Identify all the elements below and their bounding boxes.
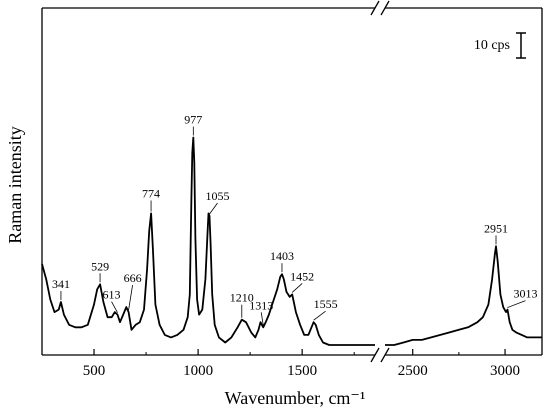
- peak-label-341: 341: [52, 277, 70, 291]
- peak-label-1055: 1055: [206, 189, 230, 203]
- peak-label-1555: 1555: [314, 297, 338, 311]
- spectrum-line-right: [385, 245, 542, 346]
- peak-label-2951: 2951: [484, 221, 508, 235]
- scale-bar: 10 cps: [474, 32, 526, 59]
- peak-label-774: 774: [142, 186, 160, 200]
- peak-leader-666: [128, 285, 133, 311]
- peak-label-1403: 1403: [270, 249, 294, 263]
- peak-label-613: 613: [103, 288, 121, 302]
- x-axis-title: Wavenumber, cm⁻¹: [225, 388, 366, 408]
- peak-label-1452: 1452: [290, 269, 314, 283]
- peak-label-529: 529: [91, 259, 109, 273]
- peak-leader-1452: [291, 283, 303, 293]
- peak-leader-1555: [313, 310, 326, 321]
- x-tick-label-1500: 1500: [287, 363, 317, 379]
- peak-leader-613: [111, 301, 118, 313]
- x-tick-label-1000: 1000: [183, 363, 213, 379]
- axis-break-mark-bottom-2: [380, 347, 390, 363]
- axes-layer: 500 1000 1500 2500 3000: [41, 0, 543, 379]
- peak-leader-1055: [209, 202, 218, 215]
- peak-leader-3013: [507, 300, 526, 308]
- series-layer: [41, 136, 542, 346]
- scale-bar-label: 10 cps: [474, 38, 510, 53]
- x-tick-label-2500: 2500: [398, 363, 428, 379]
- peak-label-1210: 1210: [230, 291, 254, 305]
- x-tick-label-500: 500: [83, 363, 106, 379]
- y-axis-title: Raman intensity: [5, 126, 25, 243]
- peak-label-3013: 3013: [513, 287, 537, 301]
- x-tick-label-3000: 3000: [490, 363, 520, 379]
- axis-break-mark-top-2: [380, 0, 390, 16]
- axis-break-mark-bottom-1: [370, 347, 380, 363]
- axis-break-mark-top-1: [370, 0, 380, 16]
- peak-label-977: 977: [184, 113, 202, 127]
- peak-leader-1313: [260, 312, 264, 326]
- peak-label-1313: 1313: [249, 298, 273, 312]
- peak-label-666: 666: [124, 271, 142, 285]
- spectrum-line-left: [41, 136, 375, 346]
